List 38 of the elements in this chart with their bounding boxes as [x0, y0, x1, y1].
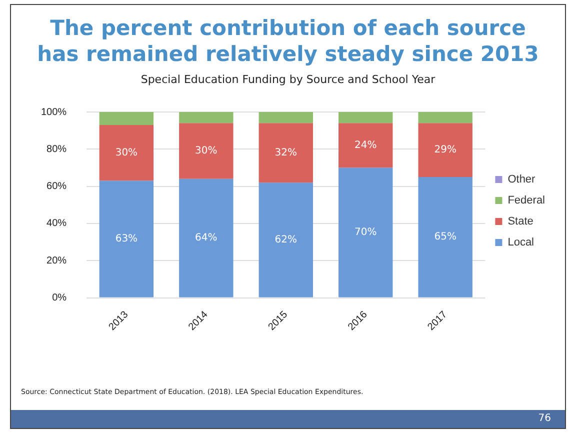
- y-tick-label: 40%: [46, 218, 67, 230]
- data-label: 30%: [195, 146, 218, 157]
- bar: [258, 182, 313, 298]
- y-tick-label: 100%: [41, 106, 67, 118]
- data-label: 32%: [274, 147, 298, 158]
- bar: [99, 125, 154, 181]
- bar: [258, 112, 313, 124]
- data-label: 63%: [115, 234, 138, 245]
- chart-subtitle: Special Education Funding by Source and School Year: [140, 73, 436, 86]
- legend-label: State: [508, 216, 534, 228]
- data-label: 30%: [115, 147, 138, 158]
- data-label: 70%: [354, 227, 377, 238]
- bar: [418, 123, 472, 178]
- bar: [179, 112, 234, 124]
- bar: [179, 123, 234, 179]
- legend-label: Other: [508, 174, 536, 186]
- y-tick-label: 80%: [46, 144, 67, 155]
- legend-label: Local: [508, 236, 534, 249]
- bar: [418, 177, 472, 298]
- bar: [338, 123, 393, 168]
- y-tick-label: 20%: [46, 255, 67, 266]
- bar: [258, 123, 313, 183]
- data-label: 62%: [274, 234, 298, 246]
- bar: [338, 112, 393, 124]
- data-label: 64%: [195, 232, 218, 244]
- y-tick-label: 60%: [46, 181, 67, 192]
- y-tick-label: 0%: [52, 292, 67, 304]
- bar: [179, 178, 234, 298]
- data-label: 24%: [354, 140, 377, 152]
- legend-label: Federal: [508, 194, 545, 207]
- chart-title: The percent contribution of each source has remained relatively steady since 2013: [36, 15, 540, 67]
- data-label: 29%: [434, 144, 456, 156]
- data-label: 65%: [434, 232, 456, 243]
- bar: [338, 168, 393, 298]
- bar: [99, 112, 154, 126]
- text: 76: [11, 410, 565, 428]
- bar: [418, 112, 472, 124]
- bar: [99, 180, 154, 298]
